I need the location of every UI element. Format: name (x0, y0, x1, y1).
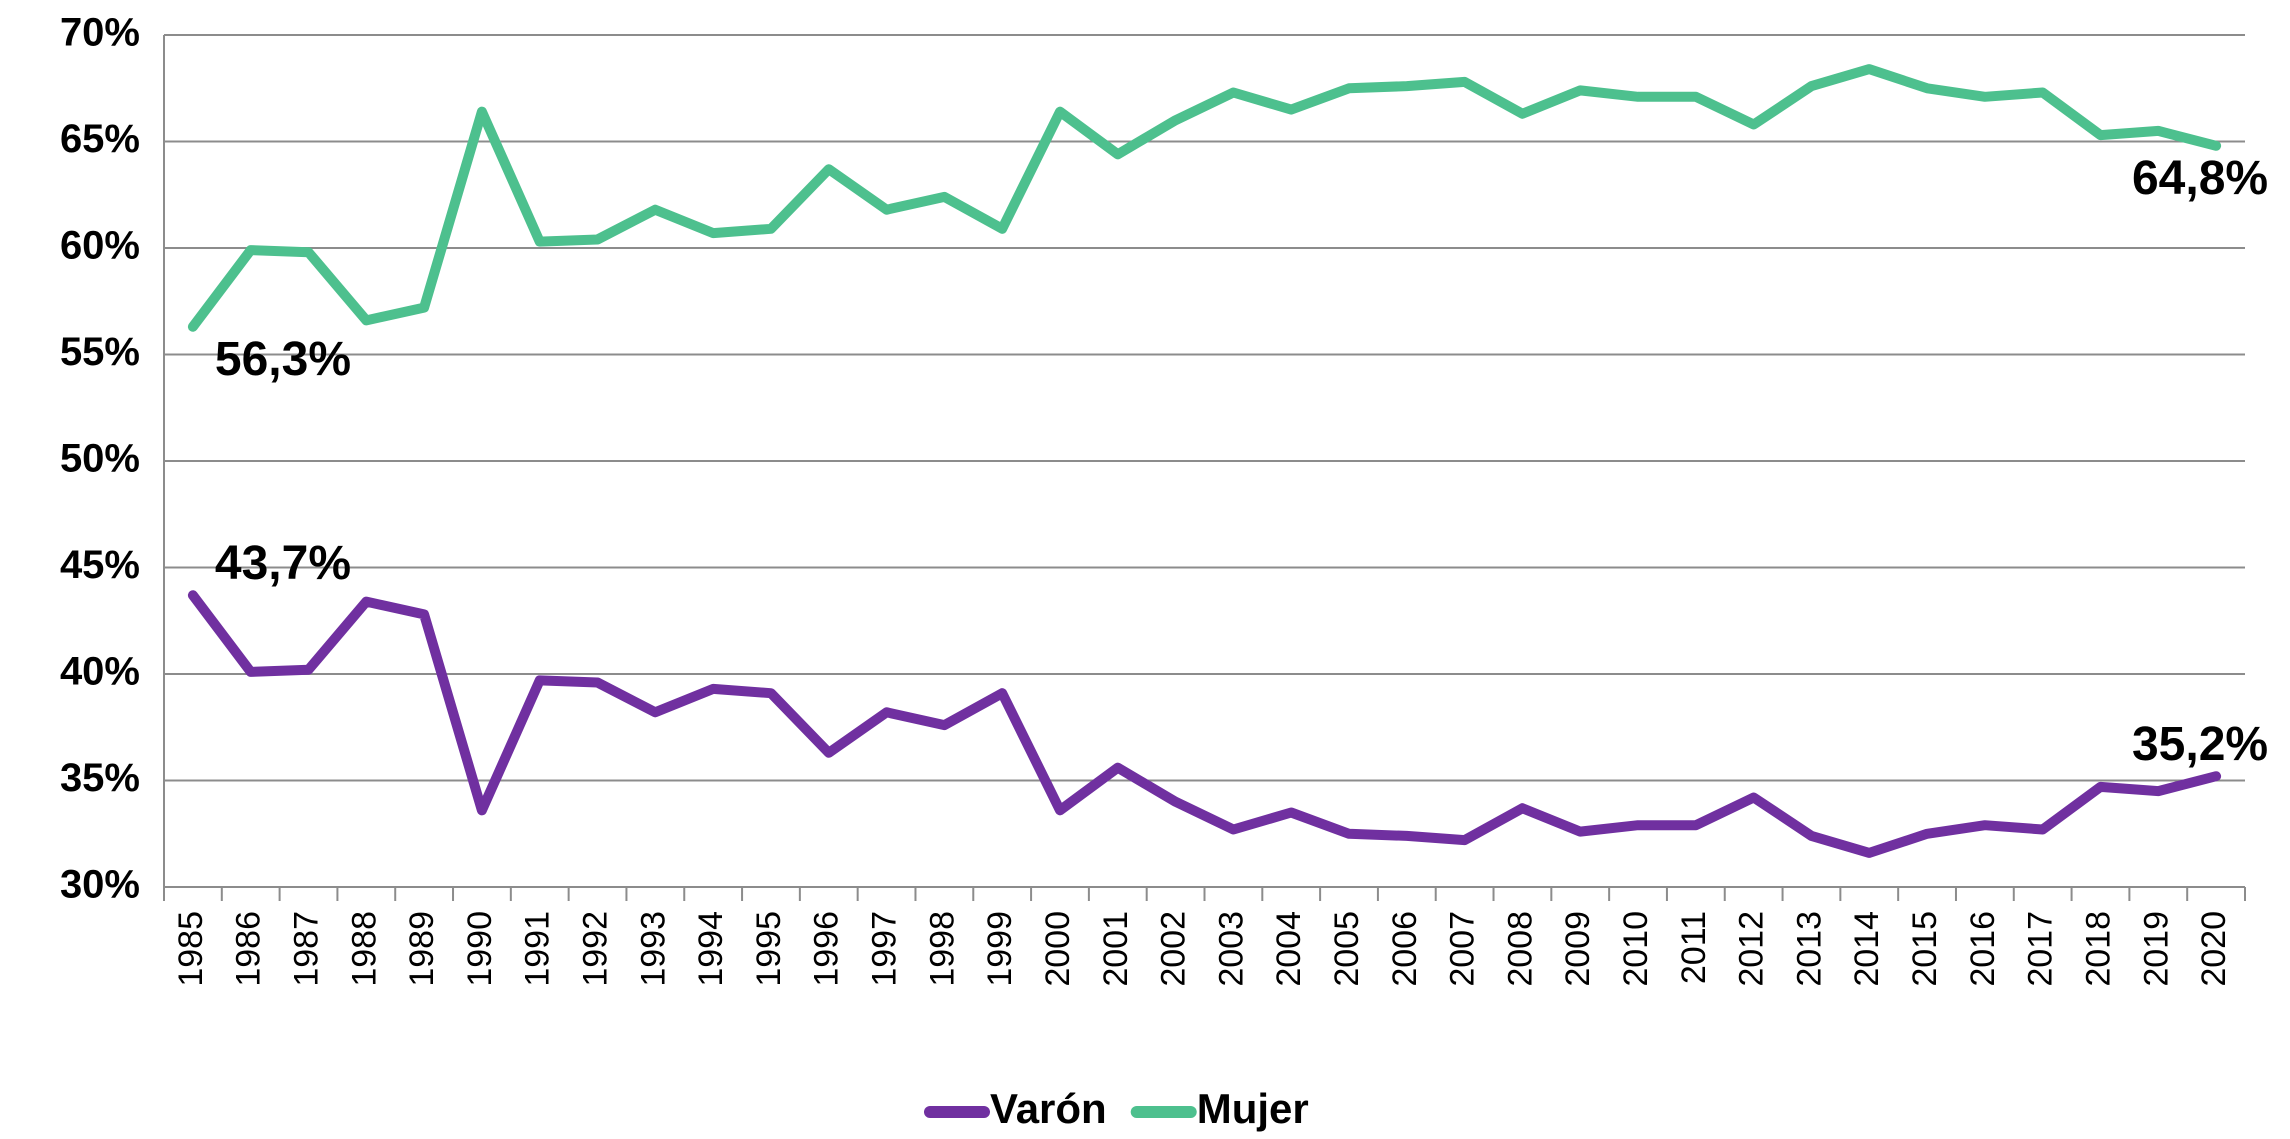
legend: Varón Mujer (924, 1085, 1309, 1132)
x-tick-label: 1994 (692, 911, 730, 987)
line-series (187, 64, 2222, 332)
x-tick-label: 1988 (345, 911, 383, 987)
x-tick-label: 2001 (1097, 911, 1135, 987)
x-tick-label: 2006 (1386, 911, 1424, 987)
x-tick-label: 2002 (1155, 911, 1193, 987)
x-tick-label: 1987 (287, 911, 325, 987)
data-label: 43,7% (215, 537, 351, 590)
x-tick-label: 2013 (1790, 911, 1828, 987)
x-tick-label: 1992 (577, 911, 615, 987)
x-tick-label: 2012 (1733, 911, 1771, 987)
x-tick-label: 1995 (750, 911, 788, 987)
y-tick-label: 40% (60, 650, 140, 694)
x-tick-label: 1986 (230, 911, 268, 987)
data-label: 64,8% (2132, 152, 2268, 205)
x-tick-label: 2010 (1617, 911, 1655, 987)
x-tick-label: 1989 (403, 911, 441, 987)
x-tick-label: 1985 (172, 911, 210, 987)
x-tick-label: 2020 (2195, 911, 2233, 987)
x-tick-label: 2000 (1039, 911, 1077, 987)
data-label: 56,3% (215, 333, 351, 386)
x-tick-label: 1996 (808, 911, 846, 987)
x-tick-label: 1999 (981, 911, 1019, 987)
x-tick-label: 2017 (2022, 911, 2060, 987)
x-tick-label: 2003 (1212, 911, 1250, 987)
y-tick-label: 45% (60, 543, 140, 587)
y-tick-label: 65% (60, 117, 140, 161)
x-tick-label: 2011 (1675, 911, 1713, 984)
y-tick-label: 70% (60, 11, 140, 55)
x-tick-label: 1997 (866, 911, 904, 987)
legend-label: Mujer (1197, 1085, 1309, 1132)
y-tick-label: 55% (60, 330, 140, 374)
y-tick-label: 50% (60, 437, 140, 481)
x-tick-label: 2014 (1848, 911, 1886, 987)
x-tick-label: 1998 (923, 911, 961, 987)
data-label: 35,2% (2132, 718, 2268, 771)
x-tick-label: 2015 (1906, 911, 1944, 987)
x-tick-label: 1991 (519, 911, 557, 987)
legend-label: Varón (990, 1085, 1107, 1132)
x-tick-label: 2016 (1964, 911, 2002, 987)
x-tick-label: 2008 (1501, 911, 1539, 987)
x-tick-label: 2018 (2079, 911, 2117, 987)
x-tick-label: 2019 (2137, 911, 2175, 987)
x-tick-label: 2005 (1328, 911, 1366, 987)
x-tick-label: 2007 (1444, 911, 1482, 987)
y-tick-label: 30% (60, 863, 140, 907)
y-tick-label: 35% (60, 756, 140, 800)
line-series (187, 590, 2222, 858)
x-tick-label: 2009 (1559, 911, 1597, 987)
x-tick-label: 1993 (634, 911, 672, 987)
y-tick-label: 60% (60, 224, 140, 268)
x-tick-label: 2004 (1270, 911, 1308, 987)
x-tick-label: 1990 (461, 911, 499, 987)
